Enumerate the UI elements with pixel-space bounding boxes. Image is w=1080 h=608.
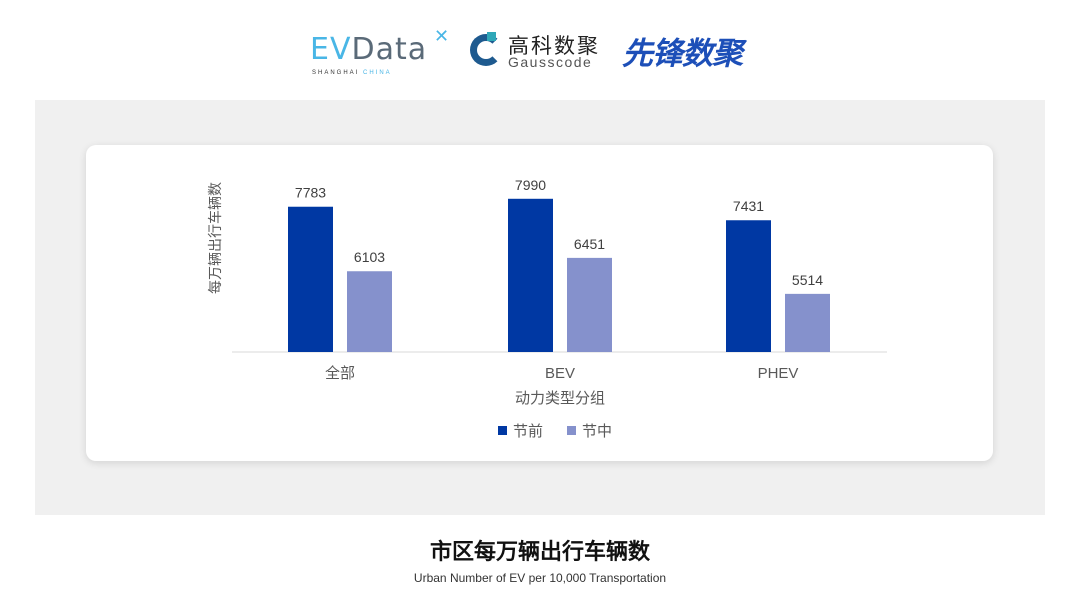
logo-bar: EVData ✕ SHANGHAI CHINA 高科数聚 Gausscode 先锋…	[310, 26, 743, 76]
bar-全部-节中	[347, 271, 392, 352]
data-label: 6451	[574, 236, 605, 252]
bar-BEV-节中	[567, 257, 612, 352]
y-axis-label: 每万辆出行车辆数	[207, 182, 223, 294]
data-label: 7431	[733, 198, 764, 214]
legend-swatch	[498, 426, 507, 435]
bar-全部-节前	[288, 206, 333, 352]
x-tick-label: PHEV	[758, 365, 799, 382]
page-title: 市区每万辆出行车辆数	[429, 539, 650, 564]
xianfeng-logo: 先锋数聚	[622, 36, 743, 71]
legend-swatch	[567, 426, 576, 435]
legend-label: 节前	[513, 423, 543, 440]
data-label: 7990	[515, 177, 546, 193]
x-tick-label: 全部	[325, 364, 355, 382]
bar-PHEV-节中	[785, 293, 830, 352]
bar-PHEV-节前	[726, 220, 771, 352]
data-label: 6103	[354, 249, 385, 265]
x-axis-label: 动力类型分组	[515, 390, 605, 407]
x-tick-label: BEV	[545, 365, 575, 382]
bar-BEV-节前	[508, 198, 553, 352]
legend-label: 节中	[582, 423, 612, 440]
evdata-logo: EVData ✕ SHANGHAI CHINA	[310, 26, 450, 76]
data-label: 5514	[792, 272, 823, 288]
page-subtitle: Urban Number of EV per 10,000 Transporta…	[413, 571, 667, 585]
data-label: 7783	[295, 185, 326, 201]
